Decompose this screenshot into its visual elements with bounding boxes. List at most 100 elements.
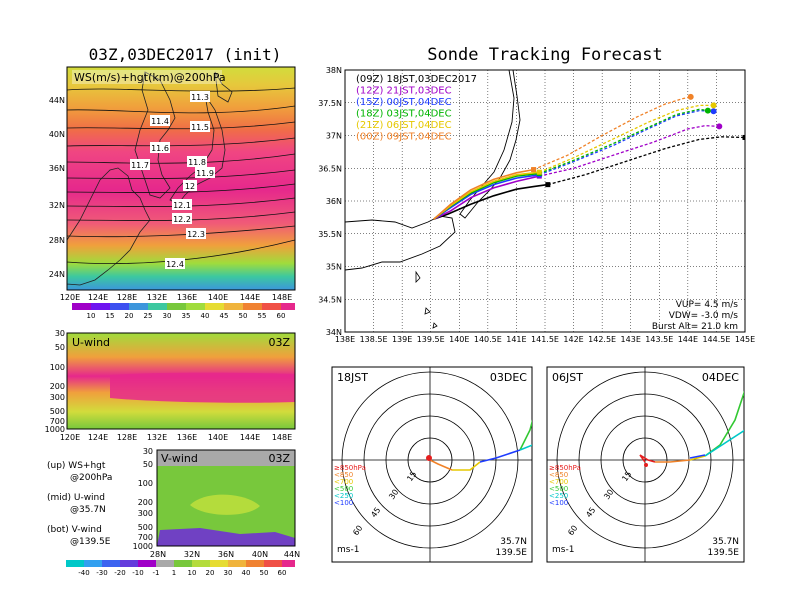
hodo-left-lon: 139.5E (496, 548, 528, 558)
contour-label: 11.5 (191, 123, 209, 132)
colorbar-tick: 25 (144, 312, 153, 320)
v-wind-frame (156, 449, 296, 547)
ws-colorbar: 10 15 20 25 30 35 40 45 50 55 60 (72, 303, 295, 320)
track-solid-4 (433, 171, 540, 220)
pressure-tick-label: 100 (138, 479, 153, 488)
contour-label: 12 (185, 182, 195, 191)
hodo-right-lat: 35.7N (712, 537, 739, 547)
lat-tick-label: 44N (49, 96, 65, 105)
contour-labels: 11.3 11.4 11.5 11.6 11.7 11.8 11.9 12 12… (130, 91, 215, 269)
x-tick-label: 141E (506, 335, 526, 344)
colorbar-tick: 50 (260, 569, 269, 577)
contour-label: 11.4 (151, 117, 169, 126)
track-grid (345, 70, 745, 332)
ws-map-panel: 11.3 11.4 11.5 11.6 11.7 11.8 11.9 12 12… (49, 66, 296, 320)
track-landing-marker-3 (704, 107, 711, 114)
hodo-left: 18JST 03DEC 15 30 45 60 ≥850hPa <850 <70… (331, 366, 533, 563)
hodo-left-frame (331, 366, 533, 563)
track-burst-marker-0 (545, 182, 551, 188)
hodo-left-origin (426, 455, 432, 461)
colorbar-tick: 45 (220, 312, 229, 320)
y-tick-label: 35N (326, 263, 342, 272)
colorbar-tick: 15 (106, 312, 115, 320)
level-legend-item: ≥850hPa (334, 464, 366, 472)
u-wind-time: 03Z (268, 336, 290, 349)
x-tick-label: 144.5E (702, 335, 730, 344)
legend-entry-5: (00Z) 09JST,04DEC (356, 132, 452, 143)
hodo-right-origin (644, 463, 648, 467)
level-legend-item: <250 (549, 492, 568, 500)
track-solid-0 (433, 183, 549, 221)
track-landing-marker-5 (687, 93, 694, 100)
y-tick-label: 36N (326, 197, 342, 206)
contour-label: 12.1 (173, 201, 191, 210)
pressure-tick-label: 50 (143, 460, 153, 469)
lon-tick-label: 136E (177, 293, 197, 302)
map-lat-axis: 44N 40N 36N 32N 28N 24N (49, 96, 65, 279)
legend-entry-2: (15Z) 00JST,04DEC (356, 97, 452, 108)
colorbar-tick: -10 (132, 569, 143, 577)
x-tick-label: 141.5E (531, 335, 559, 344)
lon-tick-label: 132E (147, 433, 167, 442)
track-annotations: VUP= 4.5 m/s VDW= -3.0 m/s Burst Alt= 21… (652, 300, 738, 332)
hokkaido-coast (214, 71, 233, 103)
map-label: WS(m/s)+hgt(km)@200hPa (74, 71, 226, 84)
panel-notes: (up) WS+hgt @200hPa (mid) U-wind @35.7N … (47, 461, 112, 547)
track-chart: 138E 138.5E 139E 139.5E 140E 140.5E 141E 141.5E… (318, 66, 755, 344)
map-frame (66, 66, 296, 291)
pressure-tick-label: 300 (138, 509, 153, 518)
u-wind-label: U-wind (72, 336, 110, 349)
y-tick-label: 34N (326, 328, 342, 337)
x-tick-label: 139.5E (417, 335, 445, 344)
track-solid-2 (433, 174, 540, 220)
lon-tick-label: 120E (60, 293, 80, 302)
colorbar-tick: -30 (96, 569, 107, 577)
x-tick-label: 139E (392, 335, 412, 344)
hodo-left-rings (332, 367, 532, 562)
pressure-tick-label: 700 (50, 417, 65, 426)
colorbar-tick: -1 (153, 569, 160, 577)
lon-tick-label: 144E (240, 293, 260, 302)
pressure-tick-label: 1000 (45, 425, 65, 434)
track-burst-marker-5 (531, 167, 537, 173)
colorbar-tick: 10 (87, 312, 96, 320)
lon-tick-label: 128E (117, 433, 137, 442)
note-line: @200hPa (70, 473, 112, 483)
pressure-tick-label: 100 (50, 363, 65, 372)
y-tick-label: 37N (326, 132, 342, 141)
track-dashed-2 (539, 109, 714, 176)
y-tick-label: 36.5N (318, 164, 342, 173)
note-line: (bot) V-wind (47, 525, 102, 535)
contour-label: 12.3 (187, 230, 205, 239)
hodo-left-lat: 35.7N (500, 537, 527, 547)
burst-annotation: Burst Alt= 21.0 km (652, 322, 738, 332)
track-dashed-4 (539, 104, 714, 173)
island (424, 307, 431, 315)
colorbar-tick: 1 (172, 569, 176, 577)
left-title: 03Z,03DEC2017 (init) (89, 45, 282, 64)
lat-tick-label: 40N (252, 550, 268, 559)
u-wind-panel: U-wind 03Z 30 50 100 200 300 500 700 100… (45, 329, 296, 442)
level-legend-item: <700 (549, 478, 568, 486)
lon-tick-label: 128E (117, 293, 137, 302)
pressure-tick-label: 200 (138, 498, 153, 507)
level-legend-item: <100 (334, 499, 353, 507)
level-legend-item: ≥850hPa (549, 464, 581, 472)
hodo-left-date: 03DEC (490, 371, 527, 384)
contour-label: 11.6 (151, 144, 169, 153)
lat-tick-label: 36N (49, 164, 65, 173)
contour-label: 11.3 (191, 93, 209, 102)
y-tick-label: 35.5N (318, 230, 342, 239)
pressure-tick-label: 300 (50, 393, 65, 402)
x-tick-label: 140.5E (474, 335, 502, 344)
pressure-tick-label: 30 (55, 329, 65, 338)
hodo-left-time: 18JST (337, 371, 368, 384)
x-tick-label: 143.5E (645, 335, 673, 344)
legend-entry-1: (12Z) 21JST,03DEC (356, 86, 452, 97)
colorbar-tick: 55 (258, 312, 267, 320)
track-frame (344, 69, 746, 333)
track-dashed-3 (539, 108, 708, 175)
hodo-right-trace (639, 390, 744, 463)
track-lines (433, 93, 745, 221)
